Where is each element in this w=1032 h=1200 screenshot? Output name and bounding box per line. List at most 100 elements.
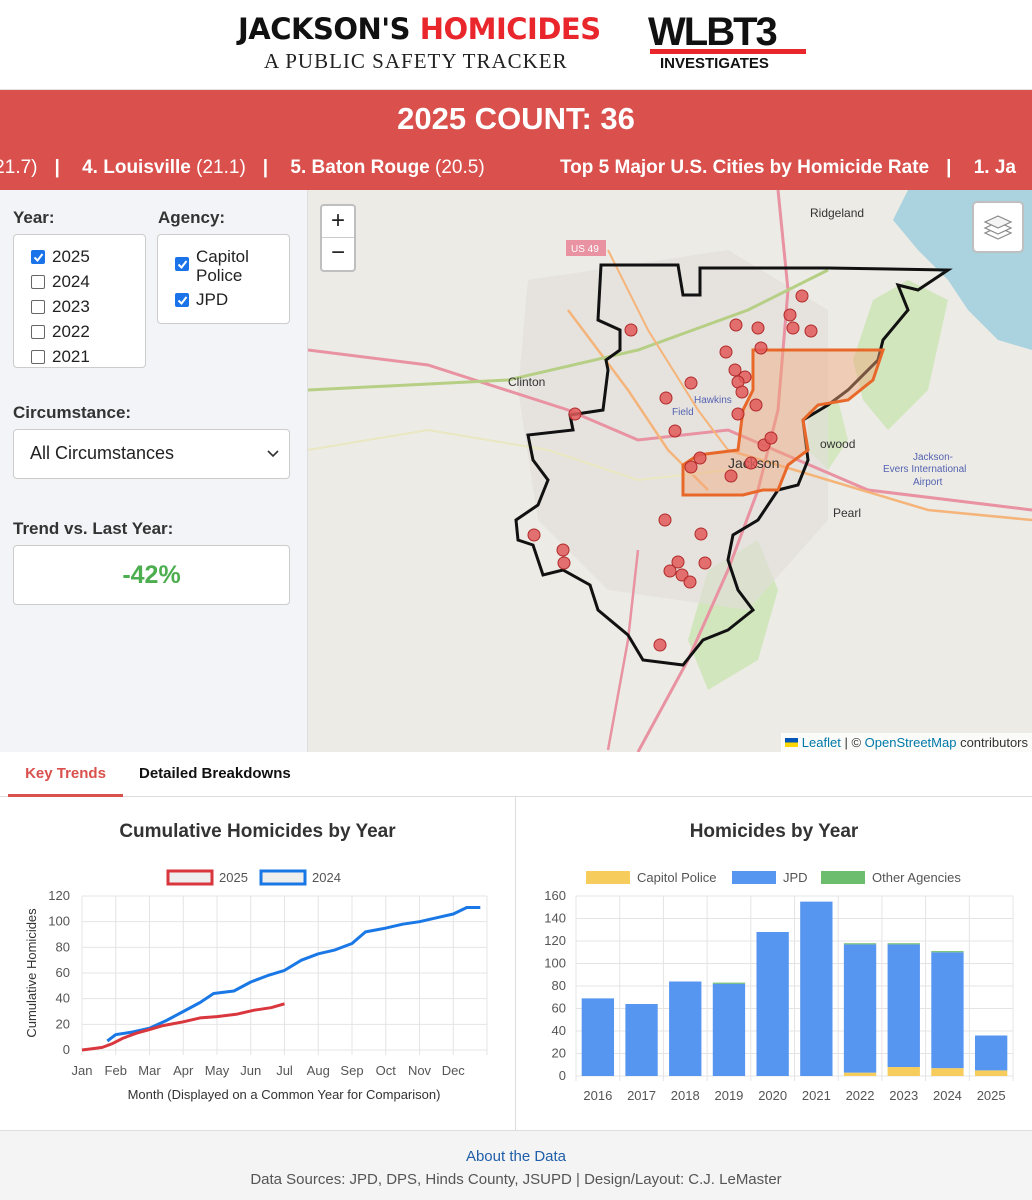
wlbt-logo: WLBT3 INVESTIGATES <box>648 10 806 72</box>
tab-bar: Key Trends Detailed Breakdowns <box>0 752 1032 797</box>
incident-marker[interactable] <box>663 564 677 578</box>
title-black: JACKSON'S <box>238 12 411 46</box>
checkbox[interactable] <box>31 250 45 264</box>
layers-icon <box>983 215 1013 240</box>
logo-sub: INVESTIGATES <box>660 55 769 72</box>
layers-button[interactable] <box>972 201 1024 253</box>
incident-marker[interactable] <box>557 556 571 570</box>
attribution-separator: | © <box>844 735 862 750</box>
cumulative-line-chart: 2025 2024 0 20 40 60 80 100 120 Jan Feb Mar Apr May Ju… <box>24 869 488 1102</box>
year-option-2024[interactable]: 2024 <box>31 272 145 292</box>
incident-marker[interactable] <box>731 407 745 421</box>
checkbox[interactable] <box>31 275 45 289</box>
incident-marker[interactable] <box>764 431 778 445</box>
incident-marker[interactable] <box>624 323 638 337</box>
incident-marker[interactable] <box>568 407 582 421</box>
incident-marker[interactable] <box>694 527 708 541</box>
osm-link[interactable]: OpenStreetMap <box>864 735 957 750</box>
x-tick-label: 2023 <box>889 1088 918 1103</box>
incident-marker[interactable] <box>804 324 818 338</box>
attribution-tail: contributors <box>960 735 1028 750</box>
y-tick-label: 120 <box>544 933 566 948</box>
site-subtitle: A PUBLIC SAFETY TRACKER <box>264 49 568 73</box>
incident-marker[interactable] <box>556 543 570 557</box>
tab-key-trends[interactable]: Key Trends <box>8 752 123 797</box>
incident-marker[interactable] <box>754 341 768 355</box>
incident-marker[interactable] <box>658 513 672 527</box>
year-option-2022[interactable]: 2022 <box>31 322 145 342</box>
incident-marker[interactable] <box>728 363 742 377</box>
y-tick-label: 80 <box>552 978 566 993</box>
checkbox[interactable] <box>31 350 45 364</box>
legend-label: Capitol Police <box>637 870 717 885</box>
incident-marker[interactable] <box>684 460 698 474</box>
y-tick-label: 80 <box>56 939 70 954</box>
homicide-map[interactable]: Ridgeland Clinton Hawkins Field Jackson … <box>308 190 1032 752</box>
x-tick-label: 2016 <box>583 1088 612 1103</box>
year-option-2023[interactable]: 2023 <box>31 297 145 317</box>
checkbox-label: 2022 <box>52 322 90 341</box>
ticker-city: 5. Baton Rouge <box>290 157 430 178</box>
checkbox[interactable] <box>175 257 189 271</box>
trend-value: -42% <box>13 545 290 605</box>
incident-marker[interactable] <box>751 321 765 335</box>
legend-label-2024: 2024 <box>312 870 341 885</box>
checkbox-label: 2025 <box>52 247 90 266</box>
year-option-2025[interactable]: 2025 <box>31 247 145 267</box>
y-tick-label: 60 <box>552 1001 566 1016</box>
incident-marker[interactable] <box>527 528 541 542</box>
incident-marker[interactable] <box>729 318 743 332</box>
incident-marker[interactable] <box>724 469 738 483</box>
site-header: JACKSON'S HOMICIDES A PUBLIC SAFETY TRAC… <box>0 0 1032 90</box>
bar-2023 <box>887 943 920 945</box>
x-tick-label: 2017 <box>627 1088 656 1103</box>
year-option-2021[interactable]: 2021 <box>31 347 145 367</box>
x-tick-label: 2018 <box>671 1088 700 1103</box>
filter-sidebar: Year: 2025 2024 2023 2022 2021 Agency: C… <box>0 190 308 752</box>
ticker-rate: (20.5) <box>435 157 485 178</box>
x-tick-label: Mar <box>138 1063 161 1078</box>
map-label-airport-1: Jackson- <box>913 452 953 463</box>
checkbox[interactable] <box>31 325 45 339</box>
checkbox[interactable] <box>175 293 189 307</box>
route-shield <box>566 240 606 256</box>
incident-marker[interactable] <box>668 424 682 438</box>
incident-marker[interactable] <box>719 345 733 359</box>
agency-filter: Capitol Police JPD <box>157 234 290 324</box>
incident-marker[interactable] <box>659 391 673 405</box>
agency-option-jpd[interactable]: JPD <box>175 290 279 310</box>
incident-marker[interactable] <box>744 456 758 470</box>
year-label: Year: <box>13 208 55 227</box>
incident-marker[interactable] <box>671 555 685 569</box>
leaflet-link[interactable]: Leaflet <box>801 735 841 750</box>
ukraine-flag-icon <box>785 738 799 747</box>
ticker-title: Top 5 Major U.S. Cities by Homicide Rate <box>559 157 930 178</box>
zoom-out-button[interactable]: − <box>330 239 345 266</box>
incident-marker[interactable] <box>653 638 667 652</box>
select-value: All Circumstances <box>30 443 175 463</box>
incident-marker[interactable] <box>693 451 707 465</box>
about-data-link[interactable]: About the Data <box>465 1148 567 1165</box>
y-tick-label: 20 <box>552 1046 566 1061</box>
map-label-us49: US 49 <box>571 244 599 255</box>
circumstance-select[interactable]: All Circumstances <box>13 429 290 479</box>
x-tick-label: Jul <box>276 1063 293 1078</box>
incident-marker[interactable] <box>783 308 797 322</box>
map-canvas[interactable]: Ridgeland Clinton Hawkins Field Jackson … <box>308 190 1032 752</box>
incident-marker[interactable] <box>749 398 763 412</box>
incident-marker[interactable] <box>698 556 712 570</box>
incident-marker[interactable] <box>684 376 698 390</box>
incident-marker[interactable] <box>735 385 749 399</box>
zoom-in-button[interactable]: + <box>322 206 354 238</box>
x-tick-label: Jan <box>72 1063 93 1078</box>
bar-2021 <box>800 901 833 1076</box>
bar-2025 <box>974 1035 1008 1071</box>
incident-marker[interactable] <box>683 575 697 589</box>
x-tick-label: Oct <box>376 1063 397 1078</box>
agency-option-capitol[interactable]: Capitol Police <box>175 247 279 285</box>
incident-marker[interactable] <box>795 289 809 303</box>
incident-marker[interactable] <box>786 321 800 335</box>
line-chart-title: Cumulative Homicides by Year <box>119 821 396 842</box>
tab-detailed-breakdowns[interactable]: Detailed Breakdowns <box>139 765 291 782</box>
checkbox[interactable] <box>31 300 45 314</box>
